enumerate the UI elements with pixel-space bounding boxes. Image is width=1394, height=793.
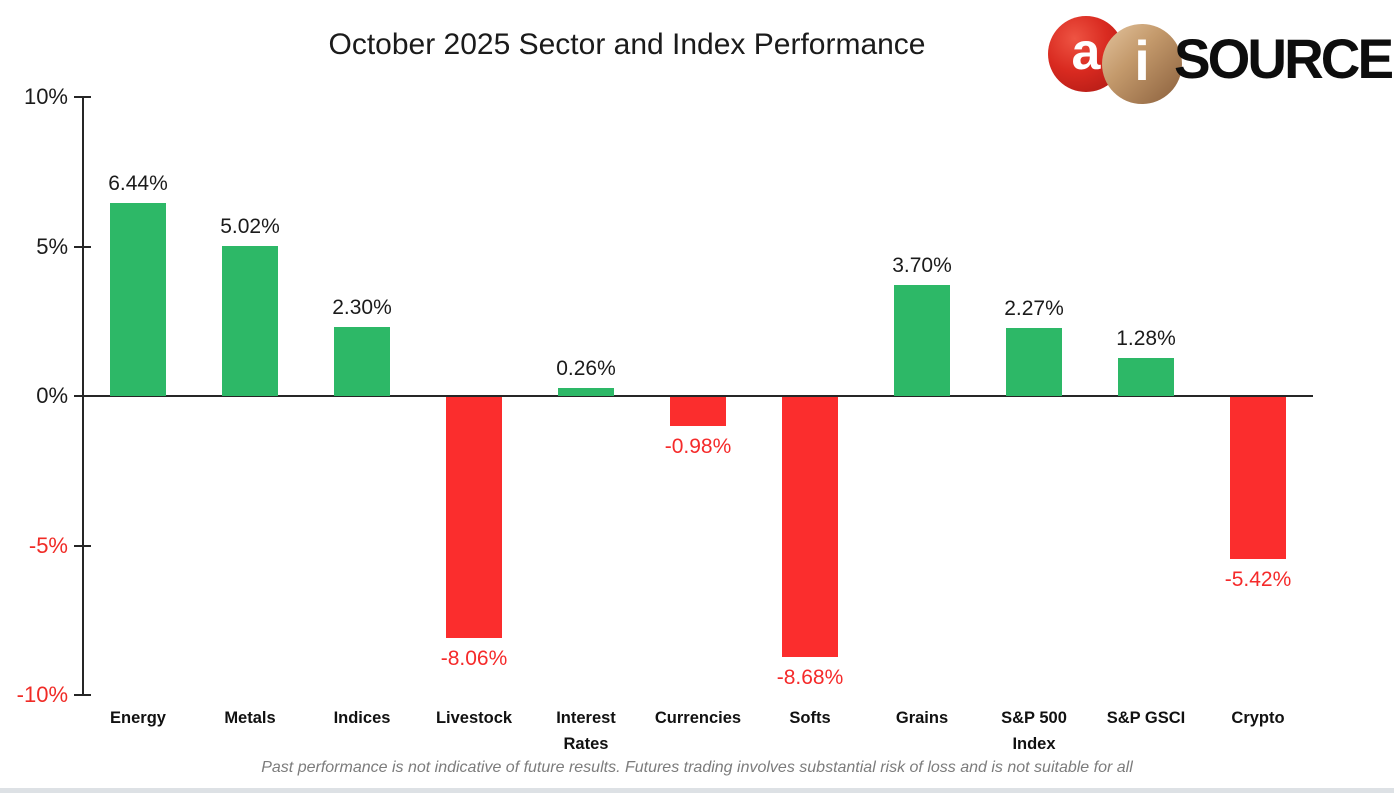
bar-interest-rates [558, 388, 614, 396]
bar-value-label-softs: -8.68% [776, 665, 844, 689]
bar-value-label-livestock: -8.06% [440, 646, 508, 670]
bar-livestock [446, 397, 502, 638]
y-axis-tick-label: 10% [23, 84, 68, 109]
y-axis-tick [74, 544, 91, 547]
bar-s-p-gsci [1118, 357, 1174, 396]
bar-value-label-grains: 3.70% [892, 254, 952, 278]
x-axis-label-interest-rates: Interest Rates [556, 709, 616, 753]
bottom-edge-strip [0, 788, 1394, 793]
x-axis-label-s-p-500-index: S&P 500 Index [1001, 709, 1067, 753]
x-axis-label-livestock: Livestock [435, 709, 513, 727]
y-axis-tick [74, 694, 91, 696]
y-axis-tick [74, 395, 91, 397]
bar-value-label-energy: 6.44% [108, 172, 168, 196]
bar-value-label-indices: 2.30% [332, 296, 392, 320]
y-axis-tick-label: -5% [28, 532, 68, 558]
x-axis-label-indices: Indices [333, 709, 391, 727]
bar-value-label-currencies: -0.98% [664, 435, 732, 459]
bar-value-label-crypto: -5.42% [1224, 568, 1292, 592]
chart-title: October 2025 Sector and Index Performanc… [328, 28, 926, 61]
y-axis-tick [74, 96, 91, 98]
logo-wordmark: SOURCE [1174, 27, 1394, 90]
bar-grains [894, 285, 950, 396]
x-axis-label-metals: Metals [224, 709, 276, 727]
bar-metals [222, 245, 278, 396]
bar-value-label-s-p-gsci: 1.28% [1116, 326, 1176, 350]
bar-value-label-s-p-500-index: 2.27% [1004, 297, 1064, 321]
x-axis-label-currencies: Currencies [654, 709, 742, 727]
bar-softs [782, 397, 838, 657]
y-axis-tick-label: -10% [16, 682, 68, 707]
bar-s-p-500-index [1006, 328, 1062, 396]
logo-a-letter: a [1071, 23, 1101, 81]
disclaimer-text: Past performance is not indicative of fu… [261, 759, 1133, 776]
x-axis-label-crypto: Crypto [1231, 709, 1285, 727]
logo-i-circle-icon: i [1102, 24, 1182, 104]
bar-crypto [1230, 397, 1286, 560]
logo-i-letter: i [1134, 29, 1150, 92]
y-axis-tick-label: 5% [36, 233, 68, 259]
x-axis-label-energy: Energy [110, 709, 166, 727]
aisource-logo: a i SOURCE [1044, 8, 1394, 104]
bar-currencies [670, 397, 726, 427]
y-axis-tick [74, 245, 91, 248]
bar-value-label-metals: 5.02% [220, 214, 280, 238]
x-axis-zero-line [83, 395, 1313, 397]
bar-energy [110, 203, 166, 396]
x-axis-label-s-p-gsci: S&P GSCI [1106, 709, 1186, 727]
x-axis-label-grains: Grains [895, 709, 949, 727]
y-axis-tick-label: 0% [36, 383, 68, 408]
bar-value-label-interest-rates: 0.26% [556, 357, 616, 381]
bar-indices [334, 327, 390, 396]
x-axis-label-softs: Softs [789, 709, 831, 727]
